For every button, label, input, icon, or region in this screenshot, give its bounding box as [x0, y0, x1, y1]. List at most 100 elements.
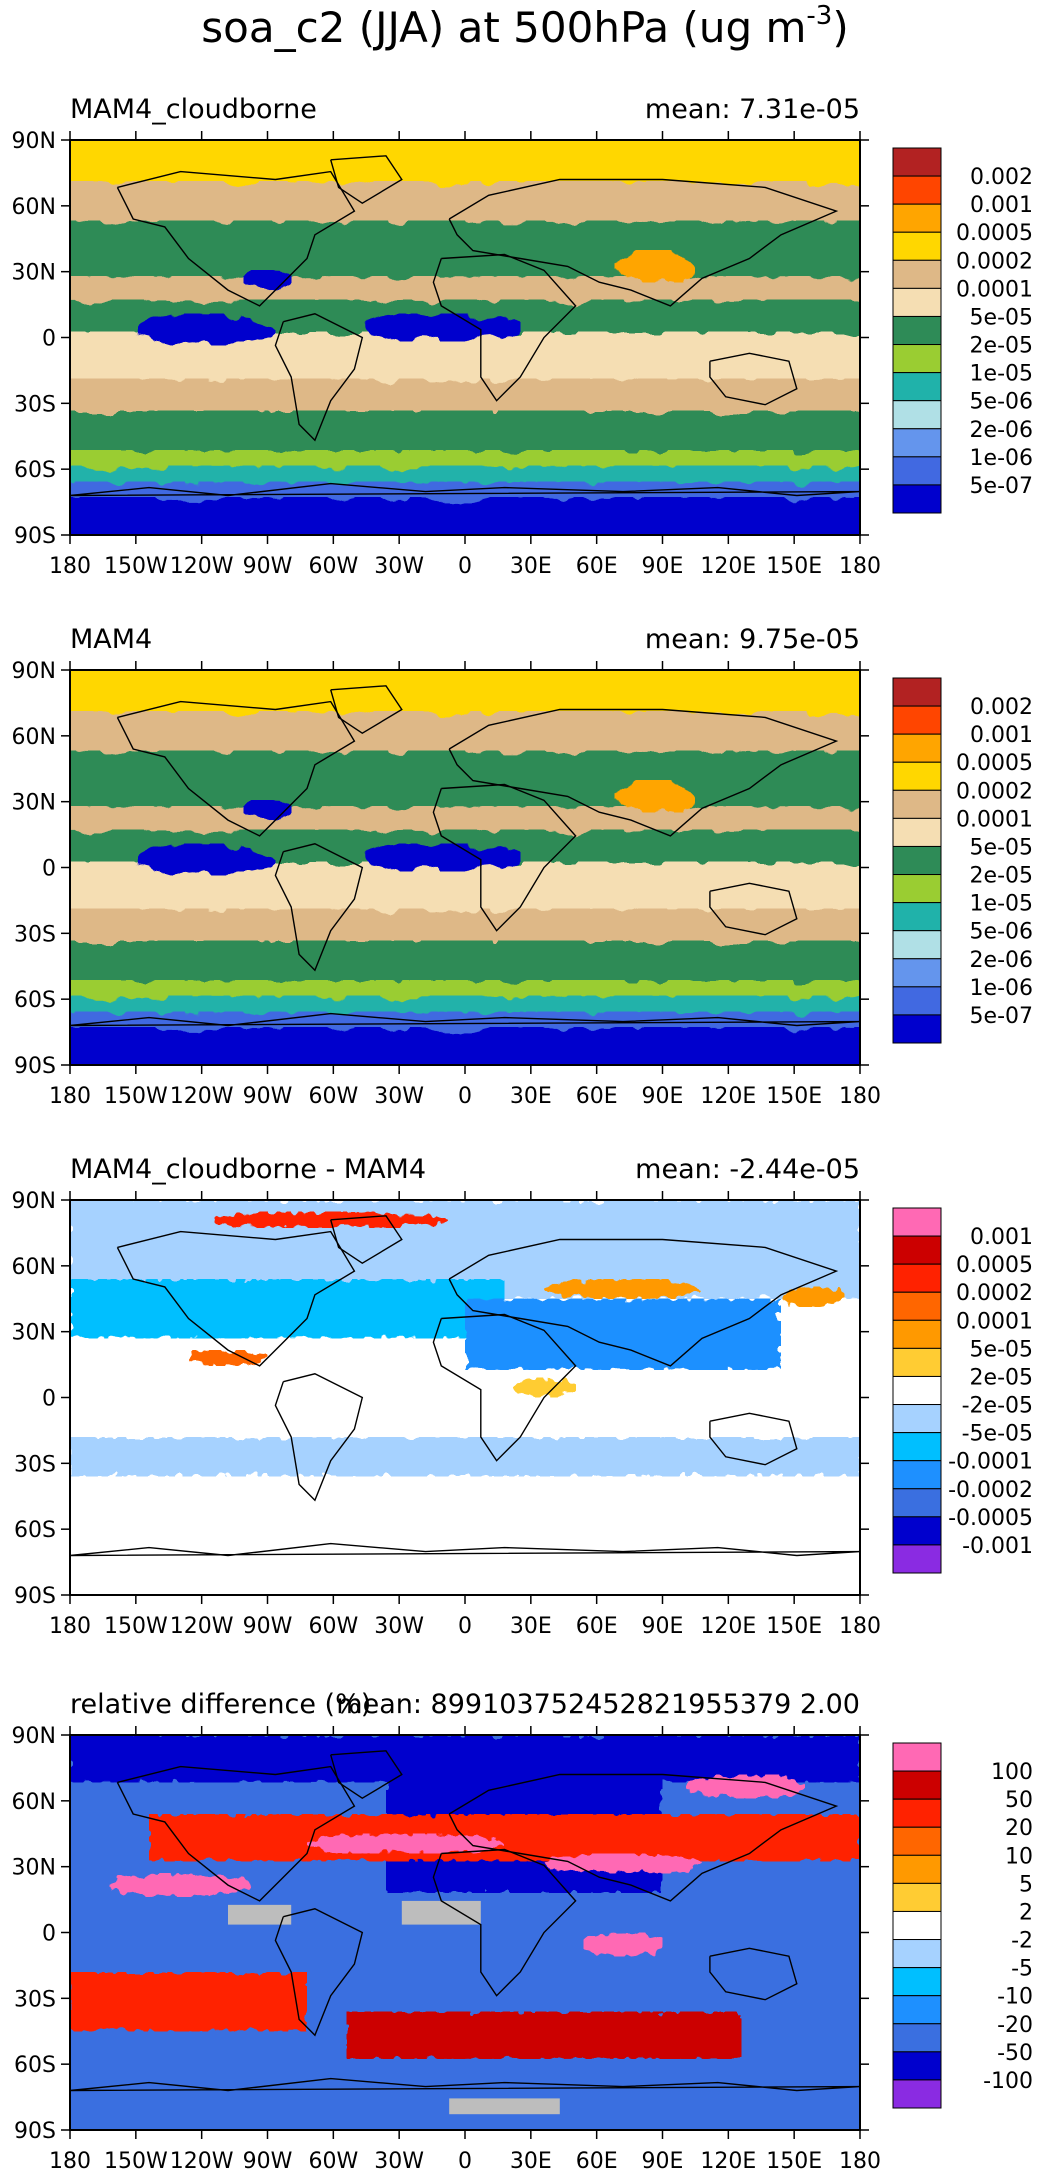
lon-tick-label: 60E [576, 554, 618, 579]
lon-tick-label: 120W [170, 2149, 234, 2174]
panel-label: MAM4 [70, 624, 152, 655]
colorbar-swatch [892, 372, 942, 402]
colorbar-label: 0.0002 [956, 249, 1033, 274]
coastline [448, 1238, 839, 1367]
colorbar-label: 20 [1005, 1816, 1033, 1841]
panel-label: relative difference (%) [70, 1689, 371, 1720]
colorbar-swatch [892, 1742, 942, 1772]
lon-tick-label: 90W [243, 1614, 293, 1639]
lon-tick-label: 90W [243, 554, 293, 579]
lat-tick-label: 60S [14, 458, 56, 483]
lat-tick-label: 90N [12, 1724, 56, 1749]
lon-tick-label: 90E [642, 2149, 684, 2174]
coastline [116, 700, 356, 837]
panel-mean: mean: -2.44e-05 [635, 1154, 860, 1185]
figure-title: soa_c2 (JJA) at 500hPa (ug m-3) [201, 1, 849, 52]
lon-tick-label: 180 [49, 2149, 91, 2174]
lon-tick-label: 90E [642, 1084, 684, 1109]
lat-tick-label: 60N [12, 195, 56, 220]
colorbar: 0.002 0.001 0.0005 0.0002 0.0001 5e-05 2e-05 1e… [892, 677, 1033, 1044]
colorbar-swatch [892, 456, 942, 486]
lon-tick-label: 0 [458, 1614, 472, 1639]
lon-tick-label: 180 [49, 554, 91, 579]
lon-tick-label: 30E [510, 1084, 552, 1109]
field-patch [362, 843, 521, 872]
colorbar-swatch [892, 789, 942, 819]
colorbar-swatch [892, 817, 942, 847]
colorbar-swatch [892, 2023, 942, 2053]
field-patch [307, 1833, 505, 1854]
lon-tick-label: 150E [766, 1614, 822, 1639]
missing-data-patch [401, 1900, 481, 1925]
coastline [448, 178, 839, 307]
lat-tick-label: 90N [12, 659, 56, 684]
colorbar-label: 1e-05 [970, 362, 1033, 387]
lon-tick-label: 150W [104, 554, 168, 579]
figure-title-exponent: -3 [806, 1, 832, 31]
lon-tick-label: 120W [170, 1614, 234, 1639]
field-patch [362, 313, 521, 342]
colorbar-swatch [892, 287, 942, 317]
panel-3: MAM4_cloudborne - MAM4 mean: -2.44e-05 180… [12, 1154, 1033, 1639]
colorbar-swatch [892, 175, 942, 205]
panel-mean: mean: 899103752452821955379 2.00 [336, 1689, 860, 1720]
colorbar-label: 0.001 [970, 723, 1033, 748]
coastline [274, 843, 364, 972]
lon-tick-label: 90E [642, 554, 684, 579]
colorbar-swatch [892, 1263, 942, 1293]
colorbar-swatch [892, 1770, 942, 1800]
colorbar-label: 0.001 [970, 193, 1033, 218]
lon-tick-label: 180 [839, 2149, 881, 2174]
lat-tick-label: 90S [14, 524, 56, 549]
colorbar-swatch [892, 1347, 942, 1377]
colorbar-swatch [892, 1910, 942, 1941]
lon-tick-label: 60W [308, 1614, 358, 1639]
missing-data-patch [449, 2098, 560, 2115]
lon-tick-label: 180 [839, 1084, 881, 1109]
colorbar-swatch [892, 231, 942, 261]
panel-map: 180 150W 120W 90W 60W 30W 0 30E 60E 90E 120E 150E 18… [12, 1189, 881, 1639]
colorbar-label: 5 [1019, 1872, 1033, 1897]
figure-title-main: soa_c2 (JJA) at 500hPa (ug m [201, 3, 806, 52]
panel-4: relative difference (%)mean: 89910375245… [12, 1689, 1033, 2174]
colorbar-swatch [892, 2051, 942, 2081]
colorbar-swatch [892, 1014, 942, 1044]
lon-tick-label: 0 [458, 2149, 472, 2174]
lat-tick-label: 90N [12, 129, 56, 154]
coastline [330, 1215, 403, 1265]
colorbar-label: 2e-05 [970, 864, 1033, 889]
colorbar-label: 0.001 [970, 1225, 1033, 1250]
field-patch [70, 1437, 860, 1477]
colorbar-swatch [892, 705, 942, 735]
coastline [274, 1908, 364, 2037]
lat-tick-label: 60S [14, 2053, 56, 2078]
colorbar-swatch [892, 1854, 942, 1884]
lat-tick-label: 60S [14, 988, 56, 1013]
colorbar-label: 0.0001 [956, 807, 1033, 832]
field-patch [243, 270, 292, 291]
lon-tick-label: 150W [104, 1614, 168, 1639]
colorbar-label: 50 [1005, 1788, 1033, 1813]
colorbar-label: 2e-05 [970, 1365, 1033, 1390]
lat-tick-label: 30S [14, 1987, 56, 2012]
field-patch [188, 1350, 268, 1366]
colorbar-swatch [892, 1967, 942, 1997]
colorbar-label: -10 [997, 1985, 1033, 2010]
coastline [432, 253, 577, 402]
panel-mean: mean: 9.75e-05 [645, 624, 860, 655]
colorbar-swatch [892, 1939, 942, 1969]
lon-tick-label: 90W [243, 2149, 293, 2174]
coastline [448, 708, 839, 837]
field-band [70, 1027, 860, 1065]
lat-tick-label: 60N [12, 725, 56, 750]
colorbar-label: -100 [983, 2069, 1033, 2094]
lon-tick-label: 60W [308, 2149, 358, 2174]
lat-tick-label: 30N [12, 791, 56, 816]
coastline [709, 1412, 798, 1466]
colorbar-swatch [892, 1432, 942, 1462]
colorbar-swatch [892, 1488, 942, 1518]
colorbar-label: 100 [991, 1760, 1033, 1785]
colorbar: 0.001 0.0005 0.0002 0.0001 5e-05 2e-05 -2e-05 -… [892, 1207, 1033, 1574]
